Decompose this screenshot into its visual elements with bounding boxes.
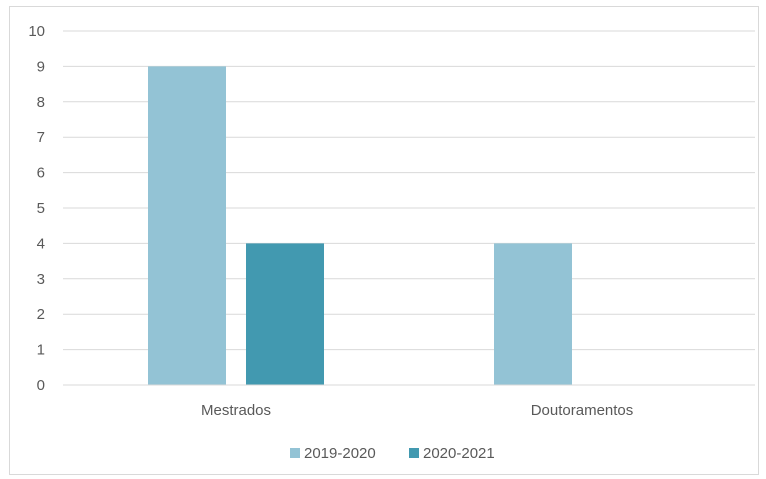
legend-label: 2020-2021 (423, 445, 495, 462)
y-tick-label: 10 (28, 23, 45, 40)
legend: 2019-2020 2020-2021 (290, 445, 495, 462)
chart-frame (9, 6, 759, 475)
y-tick-label: 7 (37, 129, 45, 146)
y-axis-tick-labels: 0 1 2 3 4 5 6 7 8 9 10 (28, 23, 45, 394)
y-tick-label: 4 (37, 235, 45, 252)
legend-swatch (409, 448, 419, 458)
bars (148, 66, 572, 386)
y-tick-label: 3 (37, 271, 45, 288)
x-axis-category-labels: Mestrados Doutoramentos (201, 402, 633, 419)
x-category-label: Mestrados (201, 402, 271, 419)
legend-swatch (290, 448, 300, 458)
bar-doutoramentos-2019-2020 (494, 243, 572, 385)
y-tick-label: 8 (37, 94, 45, 111)
bar-mestrados-2019-2020 (148, 66, 226, 386)
y-tick-label: 5 (37, 200, 45, 217)
y-tick-label: 1 (37, 342, 45, 359)
y-tick-label: 2 (37, 306, 45, 323)
y-tick-label: 9 (37, 58, 45, 75)
y-tick-label: 6 (37, 165, 45, 182)
x-category-label: Doutoramentos (531, 402, 634, 419)
legend-label: 2019-2020 (304, 445, 376, 462)
bar-mestrados-2020-2021 (246, 243, 324, 385)
y-tick-label: 0 (37, 377, 45, 394)
